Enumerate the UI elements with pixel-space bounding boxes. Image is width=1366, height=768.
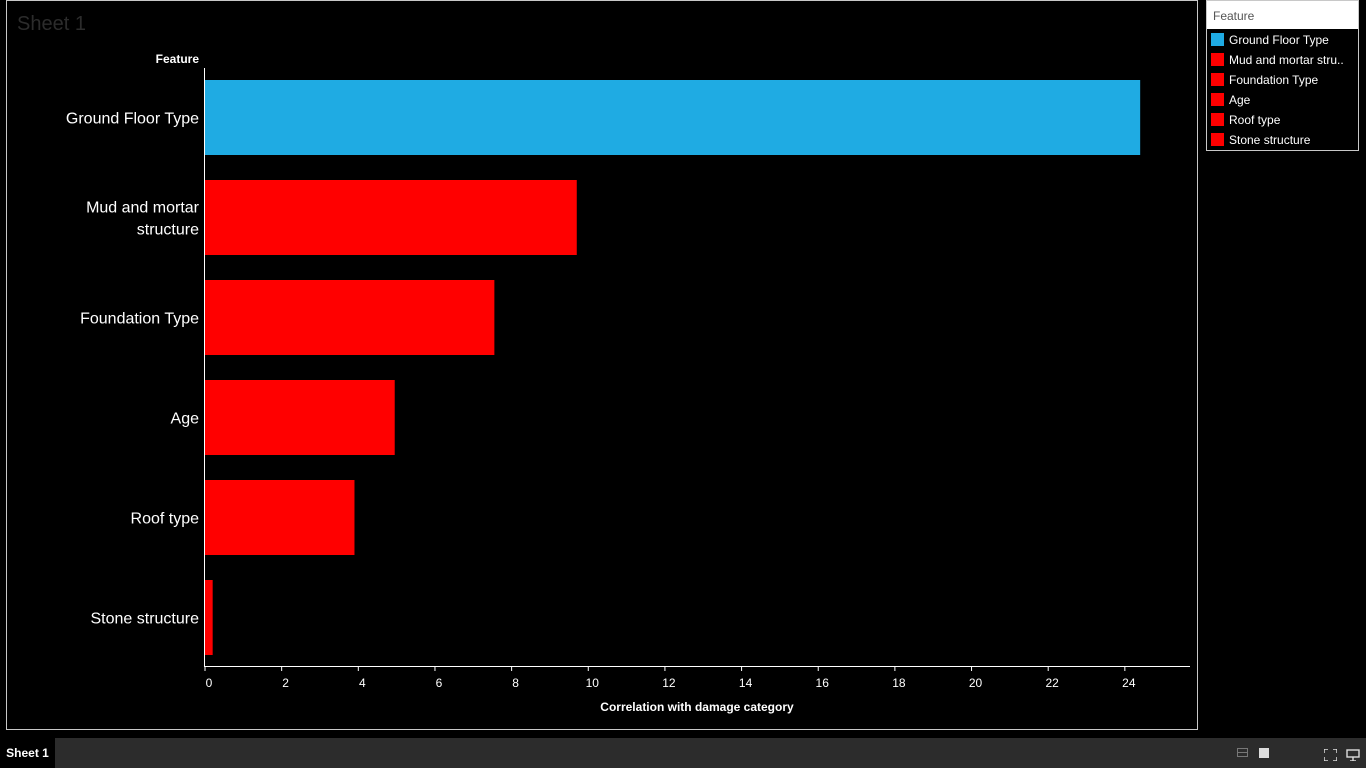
category-label: Roof type — [131, 511, 200, 528]
legend-swatch — [1211, 73, 1224, 86]
legend-label: Stone structure — [1229, 133, 1311, 147]
bar[interactable] — [205, 480, 355, 555]
x-tick-label: 2 — [282, 676, 289, 690]
legend-label: Roof type — [1229, 113, 1281, 127]
grid-view-icon[interactable] — [1237, 748, 1248, 757]
legend-swatch — [1211, 113, 1224, 126]
legend-swatch — [1211, 53, 1224, 66]
single-view-icon[interactable] — [1259, 748, 1269, 758]
legend-swatch — [1211, 93, 1224, 106]
legend-item[interactable]: Stone structure — [1207, 130, 1358, 150]
bar[interactable] — [205, 580, 213, 655]
category-label: Foundation Type — [80, 311, 199, 328]
x-tick-label: 12 — [662, 676, 676, 690]
legend-label: Ground Floor Type — [1229, 33, 1329, 47]
legend-swatch — [1211, 33, 1224, 46]
bar[interactable] — [205, 380, 395, 455]
x-tick-label: 18 — [892, 676, 906, 690]
x-tick-label: 8 — [512, 676, 519, 690]
x-tick-label: 24 — [1122, 676, 1136, 690]
tab-sheet-1[interactable]: Sheet 1 — [0, 738, 55, 768]
legend-item[interactable]: Roof type — [1207, 110, 1358, 130]
x-axis-title: Correlation with damage category — [600, 700, 794, 714]
row-axis-header: Feature — [155, 52, 199, 66]
sheet-tab-bar: Sheet 1 — [0, 738, 1366, 768]
category-labels: Ground Floor Type Mud and mortar structure… — [66, 111, 200, 628]
x-tick-label: 10 — [586, 676, 600, 690]
category-label: Stone structure — [91, 611, 200, 628]
legend-item[interactable]: Foundation Type — [1207, 70, 1358, 90]
x-tick-label: 16 — [816, 676, 830, 690]
bar[interactable] — [205, 180, 577, 255]
legend-label: Mud and mortar stru.. — [1229, 53, 1344, 67]
legend-label: Foundation Type — [1229, 73, 1319, 87]
bar[interactable] — [205, 280, 495, 355]
x-tick-label: 0 — [206, 676, 213, 690]
x-tick-label: 6 — [436, 676, 443, 690]
category-label: structure — [137, 222, 199, 239]
color-legend[interactable]: Feature Ground Floor Type Mud and mortar … — [1206, 0, 1359, 151]
category-label: Ground Floor Type — [66, 111, 199, 128]
bar[interactable] — [205, 80, 1141, 155]
legend-title: Feature — [1207, 1, 1358, 29]
legend-item[interactable]: Age — [1207, 90, 1358, 110]
fullscreen-icon[interactable] — [1323, 748, 1338, 762]
legend-label: Age — [1229, 93, 1251, 107]
legend-items: Ground Floor Type Mud and mortar stru.. Fo… — [1207, 29, 1358, 150]
legend-item[interactable]: Mud and mortar stru.. — [1207, 50, 1358, 70]
x-tick-label: 22 — [1046, 676, 1060, 690]
sheet-title: Sheet 1 — [17, 13, 86, 35]
legend-item[interactable]: Ground Floor Type — [1207, 30, 1358, 50]
category-label: Mud and mortar — [86, 200, 200, 217]
bars-group — [205, 80, 1141, 655]
x-tick-label: 4 — [359, 676, 366, 690]
category-label: Age — [171, 411, 200, 428]
x-axis: 0 2 4 6 8 10 12 14 16 18 20 22 24 — [204, 68, 1190, 690]
legend-swatch — [1211, 133, 1224, 146]
x-tick-label: 14 — [739, 676, 753, 690]
present-icon[interactable] — [1346, 748, 1360, 762]
x-tick-label: 20 — [969, 676, 983, 690]
bar-chart: Ground Floor Type Mud and mortar structure… — [66, 68, 1190, 714]
